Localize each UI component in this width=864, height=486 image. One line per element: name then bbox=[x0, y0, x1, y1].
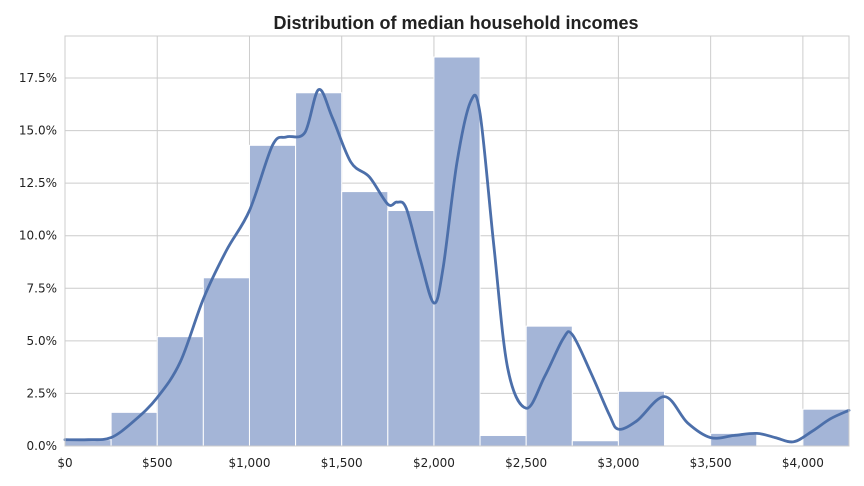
x-tick-label: $2,500 bbox=[505, 456, 547, 470]
histogram-bar bbox=[156, 336, 204, 447]
x-tick-label: $500 bbox=[142, 456, 173, 470]
plot-frame bbox=[64, 35, 850, 447]
histogram-bar bbox=[202, 277, 250, 447]
y-tick-label: 15.0% bbox=[19, 124, 57, 138]
x-tick-label: $3,000 bbox=[597, 456, 639, 470]
x-tick-label: $3,500 bbox=[690, 456, 732, 470]
y-tick-label: 0.0% bbox=[27, 439, 58, 453]
histogram-bar bbox=[479, 434, 527, 447]
kde-curve bbox=[63, 88, 851, 444]
histogram-bar bbox=[295, 92, 343, 447]
y-axis-ticks: 0.0% 2.5% 5.0% 7.5% 10.0% 12.5% 15.0% 17.5% bbox=[19, 71, 57, 453]
y-tick-label: 17.5% bbox=[19, 71, 57, 85]
x-axis-ticks: $0 $500 $1,000 $1,500 $2,000 $2,500 $3,000 $3,5… bbox=[57, 456, 824, 470]
histogram-bars bbox=[64, 56, 850, 447]
histogram-bar bbox=[525, 325, 573, 447]
chart-title: Distribution of median household incomes bbox=[273, 13, 638, 33]
y-tick-label: 12.5% bbox=[19, 176, 57, 190]
y-tick-label: 5.0% bbox=[27, 334, 58, 348]
histogram-bar bbox=[802, 408, 850, 447]
y-tick-label: 7.5% bbox=[27, 281, 58, 295]
x-tick-label: $1,000 bbox=[228, 456, 270, 470]
x-tick-label: $1,500 bbox=[321, 456, 363, 470]
kde-curve-layer bbox=[63, 88, 851, 444]
x-tick-label: $0 bbox=[57, 456, 72, 470]
x-tick-label: $2,000 bbox=[413, 456, 455, 470]
histogram-bar bbox=[387, 210, 435, 447]
histogram-bar bbox=[571, 440, 619, 447]
histogram-bar bbox=[341, 191, 389, 447]
y-tick-label: 10.0% bbox=[19, 229, 57, 243]
histogram-bar bbox=[110, 411, 158, 447]
x-tick-label: $4,000 bbox=[782, 456, 824, 470]
histogram-bar bbox=[433, 56, 481, 447]
y-tick-label: 2.5% bbox=[27, 386, 58, 400]
